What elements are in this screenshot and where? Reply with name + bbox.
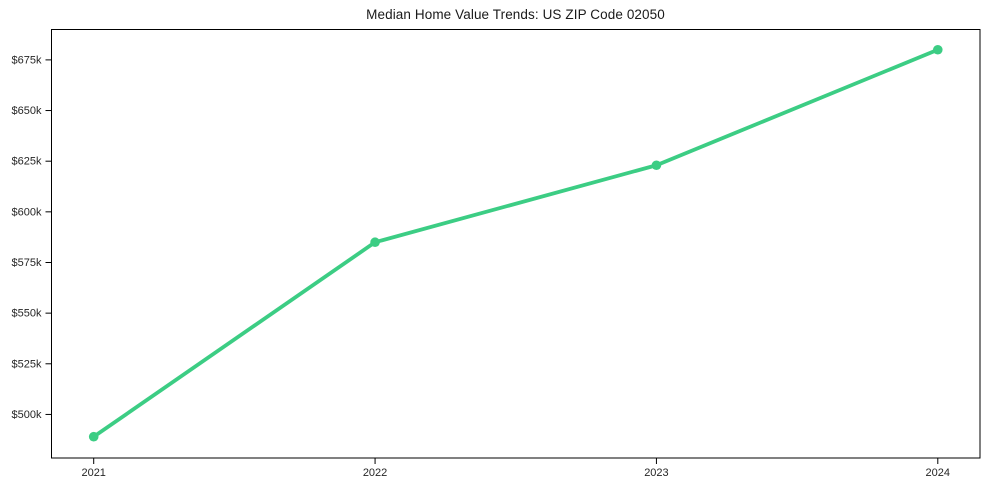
x-tick-label: 2022 xyxy=(363,467,387,479)
trend-line xyxy=(91,47,940,439)
data-point-marker xyxy=(932,44,943,55)
y-tick-label: $575k xyxy=(12,257,42,269)
y-tick-label: $550k xyxy=(12,308,42,320)
data-point-marker xyxy=(370,237,380,248)
y-tick-label: $500k xyxy=(12,409,42,421)
y-tick-label: $525k xyxy=(12,358,42,370)
chart-title: Median Home Value Trends: US ZIP Code 02… xyxy=(366,7,665,22)
data-point-marker xyxy=(88,431,99,442)
y-tick-label: $675k xyxy=(12,54,42,66)
x-tick-label: 2023 xyxy=(644,467,668,479)
y-tick-label: $650k xyxy=(12,105,42,117)
x-tick-label: 2021 xyxy=(81,467,105,479)
x-tick-label: 2024 xyxy=(926,467,950,479)
y-tick-label: $625k xyxy=(12,156,42,168)
data-point-marker xyxy=(651,160,662,171)
plot-border xyxy=(51,29,981,459)
y-tick-label: $600k xyxy=(12,206,42,218)
